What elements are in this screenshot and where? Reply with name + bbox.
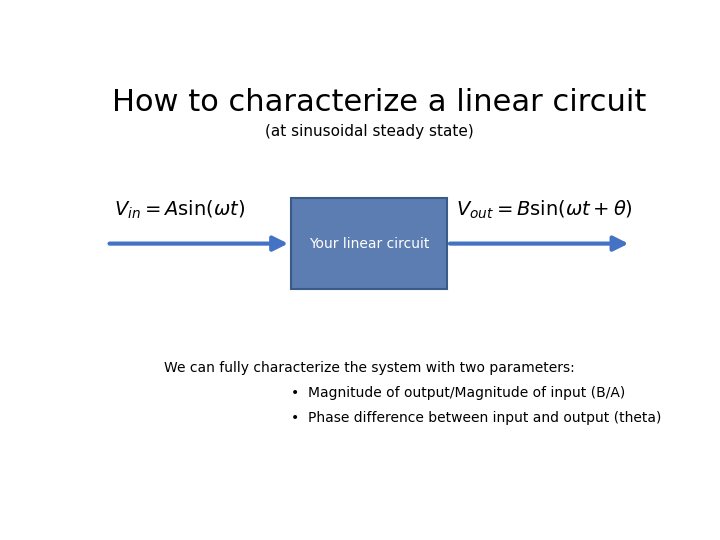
Text: $V_{in} = A\sin(\omega t)$: $V_{in} = A\sin(\omega t)$ [114, 199, 245, 221]
Text: How to characterize a linear circuit: How to characterize a linear circuit [112, 87, 647, 117]
Text: $V_{out} = B\sin(\omega t + \theta)$: $V_{out} = B\sin(\omega t + \theta)$ [456, 199, 633, 221]
Bar [291, 198, 447, 289]
Text: •  Magnitude of output/Magnitude of input (B/A): • Magnitude of output/Magnitude of input… [291, 386, 625, 400]
Text: We can fully characterize the system with two parameters:: We can fully characterize the system wit… [163, 361, 575, 375]
Text: Your linear circuit: Your linear circuit [309, 237, 429, 251]
Text: •  Phase difference between input and output (theta): • Phase difference between input and out… [291, 411, 661, 425]
Text: (at sinusoidal steady state): (at sinusoidal steady state) [265, 124, 473, 139]
